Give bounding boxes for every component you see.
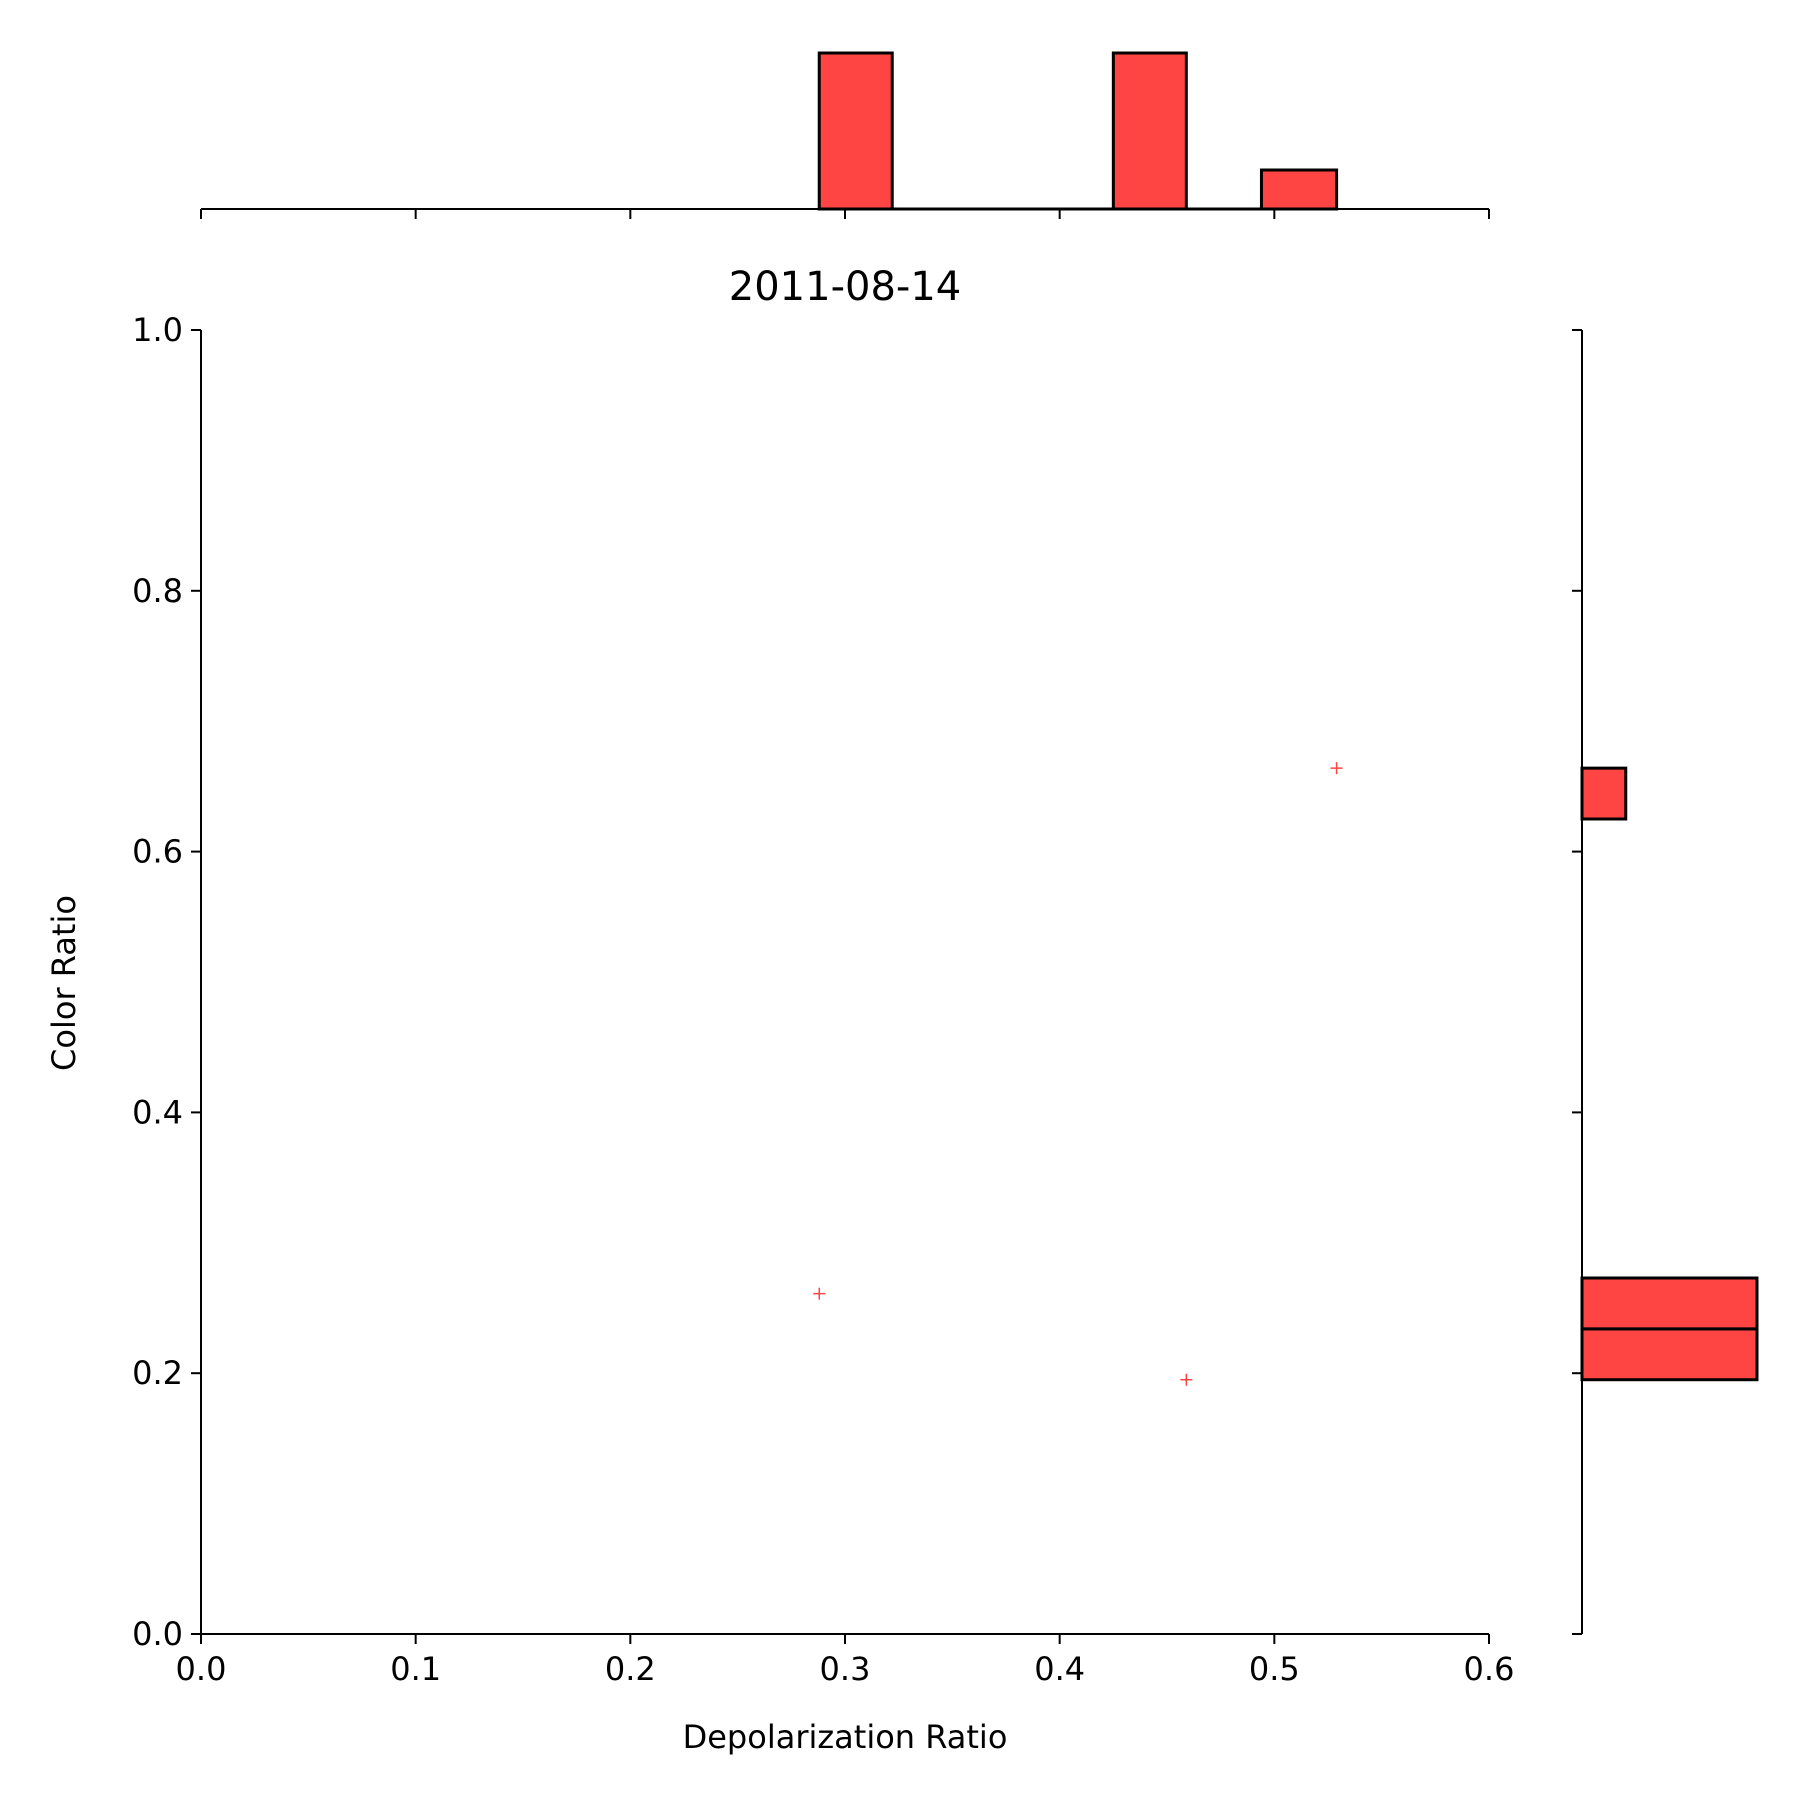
x-tick-label: 0.6 (1464, 1650, 1515, 1688)
x-tick-label: 0.2 (605, 1650, 656, 1688)
scatter-points (813, 762, 1343, 1386)
x-tick-label: 0.5 (1249, 1650, 1300, 1688)
x-tick-label: 0.3 (820, 1650, 871, 1688)
x-tick-label: 0.4 (1034, 1650, 1085, 1688)
y-axis-label: Color Ratio (45, 895, 83, 1071)
right-hist-bar (1580, 1276, 1759, 1331)
y-tick-label: 0.6 (132, 833, 183, 871)
scatter-point (1180, 1373, 1193, 1386)
y-tick-label: 0.4 (132, 1093, 183, 1131)
top-hist-bar (817, 51, 894, 211)
y-tick-label: 0.0 (132, 1615, 183, 1653)
right-marginal-histogram (1572, 329, 1759, 1635)
x-tick-label: 0.1 (390, 1650, 441, 1688)
y-tick-label: 0.8 (132, 572, 183, 610)
scatter-point (813, 1287, 826, 1300)
top-hist-bar (1111, 51, 1188, 211)
top-hist-bar (1259, 168, 1339, 211)
right-hist-bar (1580, 766, 1628, 821)
x-axis-label: Depolarization Ratio (683, 1718, 1008, 1756)
y-tick-label: 0.2 (132, 1354, 183, 1392)
main-scatter-axes: 0.0 0.1 0.2 0.3 0.4 0.5 0.6 0.0 0.2 0.4 0.6 0.8 1.0 (132, 311, 1514, 1688)
y-tick-label: 1.0 (132, 311, 183, 349)
x-tick-label: 0.0 (176, 1650, 227, 1688)
chart-title: 2011-08-14 (729, 264, 961, 310)
top-marginal-histogram (200, 51, 1490, 219)
scatter-point (1330, 762, 1343, 775)
right-hist-bar (1580, 1327, 1759, 1382)
